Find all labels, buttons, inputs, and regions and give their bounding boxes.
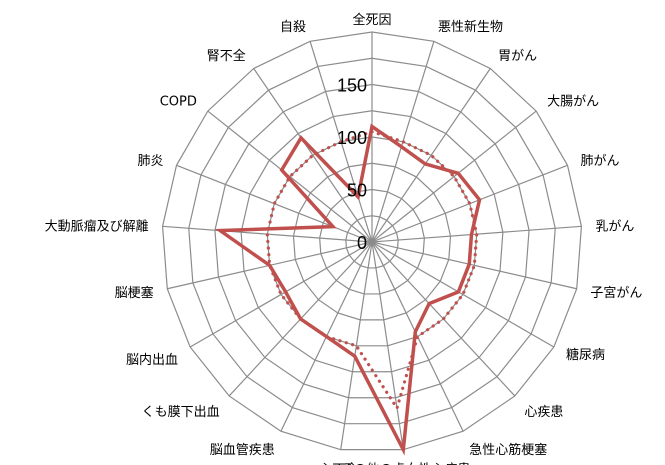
- grid-ring-175: [188, 57, 556, 425]
- category-label-19: 腎不全: [207, 48, 246, 64]
- spoke-2: [371, 68, 491, 243]
- radar-tick-labels: 0 50 100 150: [337, 76, 367, 254]
- category-label-7: 糖尿病: [566, 347, 605, 363]
- series-line-1: [265, 130, 479, 412]
- radar-series-group: [214, 123, 482, 456]
- spoke-19: [253, 68, 373, 243]
- category-label-9: 急性心筋梗塞: [469, 442, 547, 458]
- category-label-5: 乳がん: [595, 219, 634, 234]
- tick-label-50: 50: [347, 181, 367, 201]
- category-label-1: 悪性新生物: [438, 19, 503, 35]
- spoke-6: [371, 241, 577, 290]
- spoke-10: [371, 241, 404, 450]
- tick-label-100: 100: [337, 128, 367, 148]
- spoke-7: [371, 241, 555, 348]
- category-label-4: 肺がん: [581, 154, 620, 169]
- category-label-20: 自殺: [280, 20, 306, 35]
- spoke-11: [340, 241, 373, 450]
- tick-label-0: 0: [357, 233, 367, 253]
- category-label-10: その他の虚血性心疾患: [340, 462, 470, 465]
- category-label-0: 全死因: [352, 12, 391, 28]
- category-label-13: くも膜下出血: [142, 405, 220, 420]
- category-label-3: 大腸がん: [547, 94, 599, 109]
- category-label-2: 胃がん: [498, 49, 537, 64]
- series-line-0: [214, 123, 482, 456]
- category-label-15: 脳梗塞: [115, 285, 154, 301]
- category-label-12: 脳血管疾患: [210, 443, 275, 458]
- spoke-3: [371, 110, 537, 243]
- category-label-16: 大動脈瘤及び解離: [45, 218, 149, 234]
- category-label-18: COPD: [160, 94, 197, 109]
- category-label-8: 心疾患: [524, 405, 563, 420]
- grid-ring-200: [161, 31, 583, 451]
- category-label-6: 子宮がん: [590, 285, 642, 301]
- radar-category-labels: 全死因 悪性新生物胃がん大腸がん肺がん乳がん子宮がん糖尿病心疾患急性心筋梗塞その他…: [45, 12, 643, 465]
- grid-ring-125: [240, 110, 504, 373]
- grid-ring-150: [214, 83, 530, 399]
- spoke-14: [189, 241, 373, 348]
- grid-ring-50: [319, 188, 425, 295]
- category-label-17: 肺炎: [137, 154, 163, 169]
- grid-ring-75: [292, 162, 452, 321]
- category-label-14: 脳内出血: [126, 352, 178, 368]
- grid-ring-25: [345, 215, 399, 269]
- category-label-11: 心不全: [319, 461, 358, 465]
- tick-label-150: 150: [337, 76, 367, 96]
